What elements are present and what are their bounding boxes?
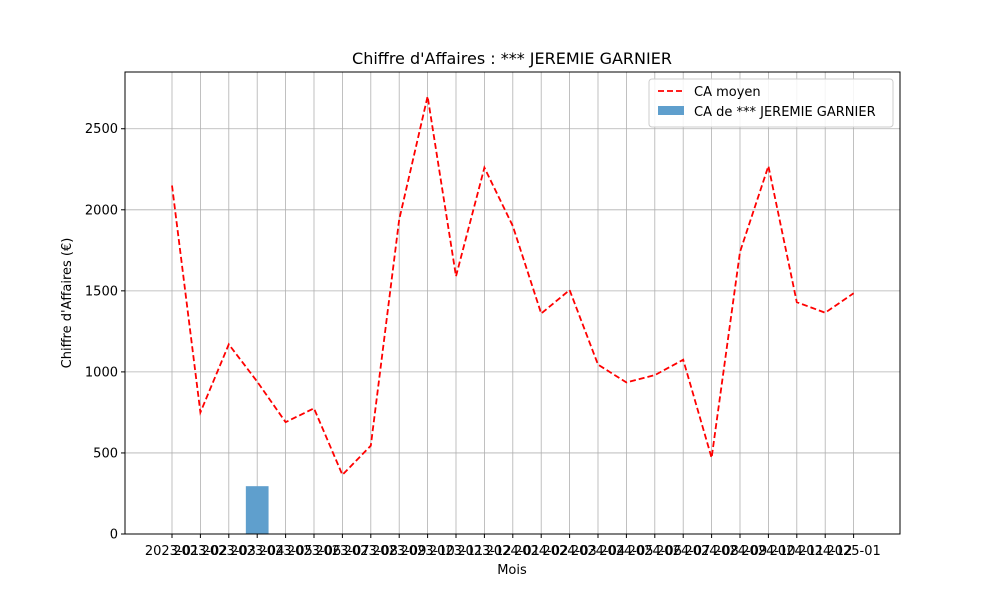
y-tick-label: 0	[110, 528, 118, 543]
x-axis-ticks: 2023-012023-022023-032023-042023-052023-…	[145, 534, 881, 559]
x-tick-label: 2024-07	[656, 544, 710, 559]
y-tick-label: 2000	[85, 203, 118, 218]
y-tick-label: 1500	[85, 284, 118, 299]
x-tick-label: 2023-03	[202, 544, 256, 559]
grid	[125, 72, 900, 535]
x-tick-label: 2024-10	[741, 544, 795, 559]
x-tick-label: 2025-01	[826, 544, 880, 559]
x-tick-label: 2023-09	[372, 544, 426, 559]
x-tick-label: 2024-11	[770, 544, 824, 559]
x-tick-label: 2023-06	[287, 544, 341, 559]
legend-marker-ca-vendeur	[658, 106, 684, 115]
x-tick-label: 2023-07	[315, 544, 369, 559]
x-tick-label: 2024-03	[542, 544, 596, 559]
x-tick-label: 2023-12	[457, 544, 511, 559]
legend-box	[648, 78, 894, 128]
chart-title: Chiffre d'Affaires : *** JEREMIE GARNIER	[352, 49, 672, 68]
legend-label-ca-moyen: CA moyen	[694, 85, 761, 100]
x-axis-label: Mois	[497, 563, 527, 578]
x-tick-label: 2024-05	[599, 544, 653, 559]
y-tick-label: 2500	[85, 122, 118, 137]
legend-label-ca-vendeur: CA de *** JEREMIE GARNIER	[694, 105, 876, 120]
x-tick-label: 2023-05	[258, 544, 312, 559]
x-tick-label: 2024-01	[486, 544, 540, 559]
y-tick-label: 500	[93, 446, 118, 461]
x-tick-label: 2023-10	[400, 544, 454, 559]
legend: CA moyen CA de *** JEREMIE GARNIER	[648, 78, 894, 128]
y-tick-label: 1000	[85, 365, 118, 380]
line-series-ca-moyen	[171, 96, 855, 477]
x-tick-label: 2024-02	[514, 544, 568, 559]
x-tick-label: 2024-12	[798, 544, 852, 559]
x-tick-label: 2023-04	[230, 544, 284, 559]
x-tick-label: 2023-11	[429, 544, 483, 559]
y-axis-label: Chiffre d'Affaires (€)	[60, 238, 75, 369]
x-tick-label: 2024-06	[628, 544, 682, 559]
x-tick-label: 2024-08	[684, 544, 738, 559]
x-tick-label: 2023-08	[344, 544, 398, 559]
x-tick-label: 2024-09	[713, 544, 767, 559]
bar-2023-04	[245, 486, 269, 534]
x-tick-label: 2023-02	[173, 544, 227, 559]
x-tick-label: 2024-04	[571, 544, 625, 559]
bars	[245, 486, 269, 534]
lines	[171, 96, 855, 477]
y-axis-ticks: 0 500 1000 1500 2000 2500	[85, 122, 125, 543]
x-tick-label: 2023-01	[145, 544, 199, 559]
